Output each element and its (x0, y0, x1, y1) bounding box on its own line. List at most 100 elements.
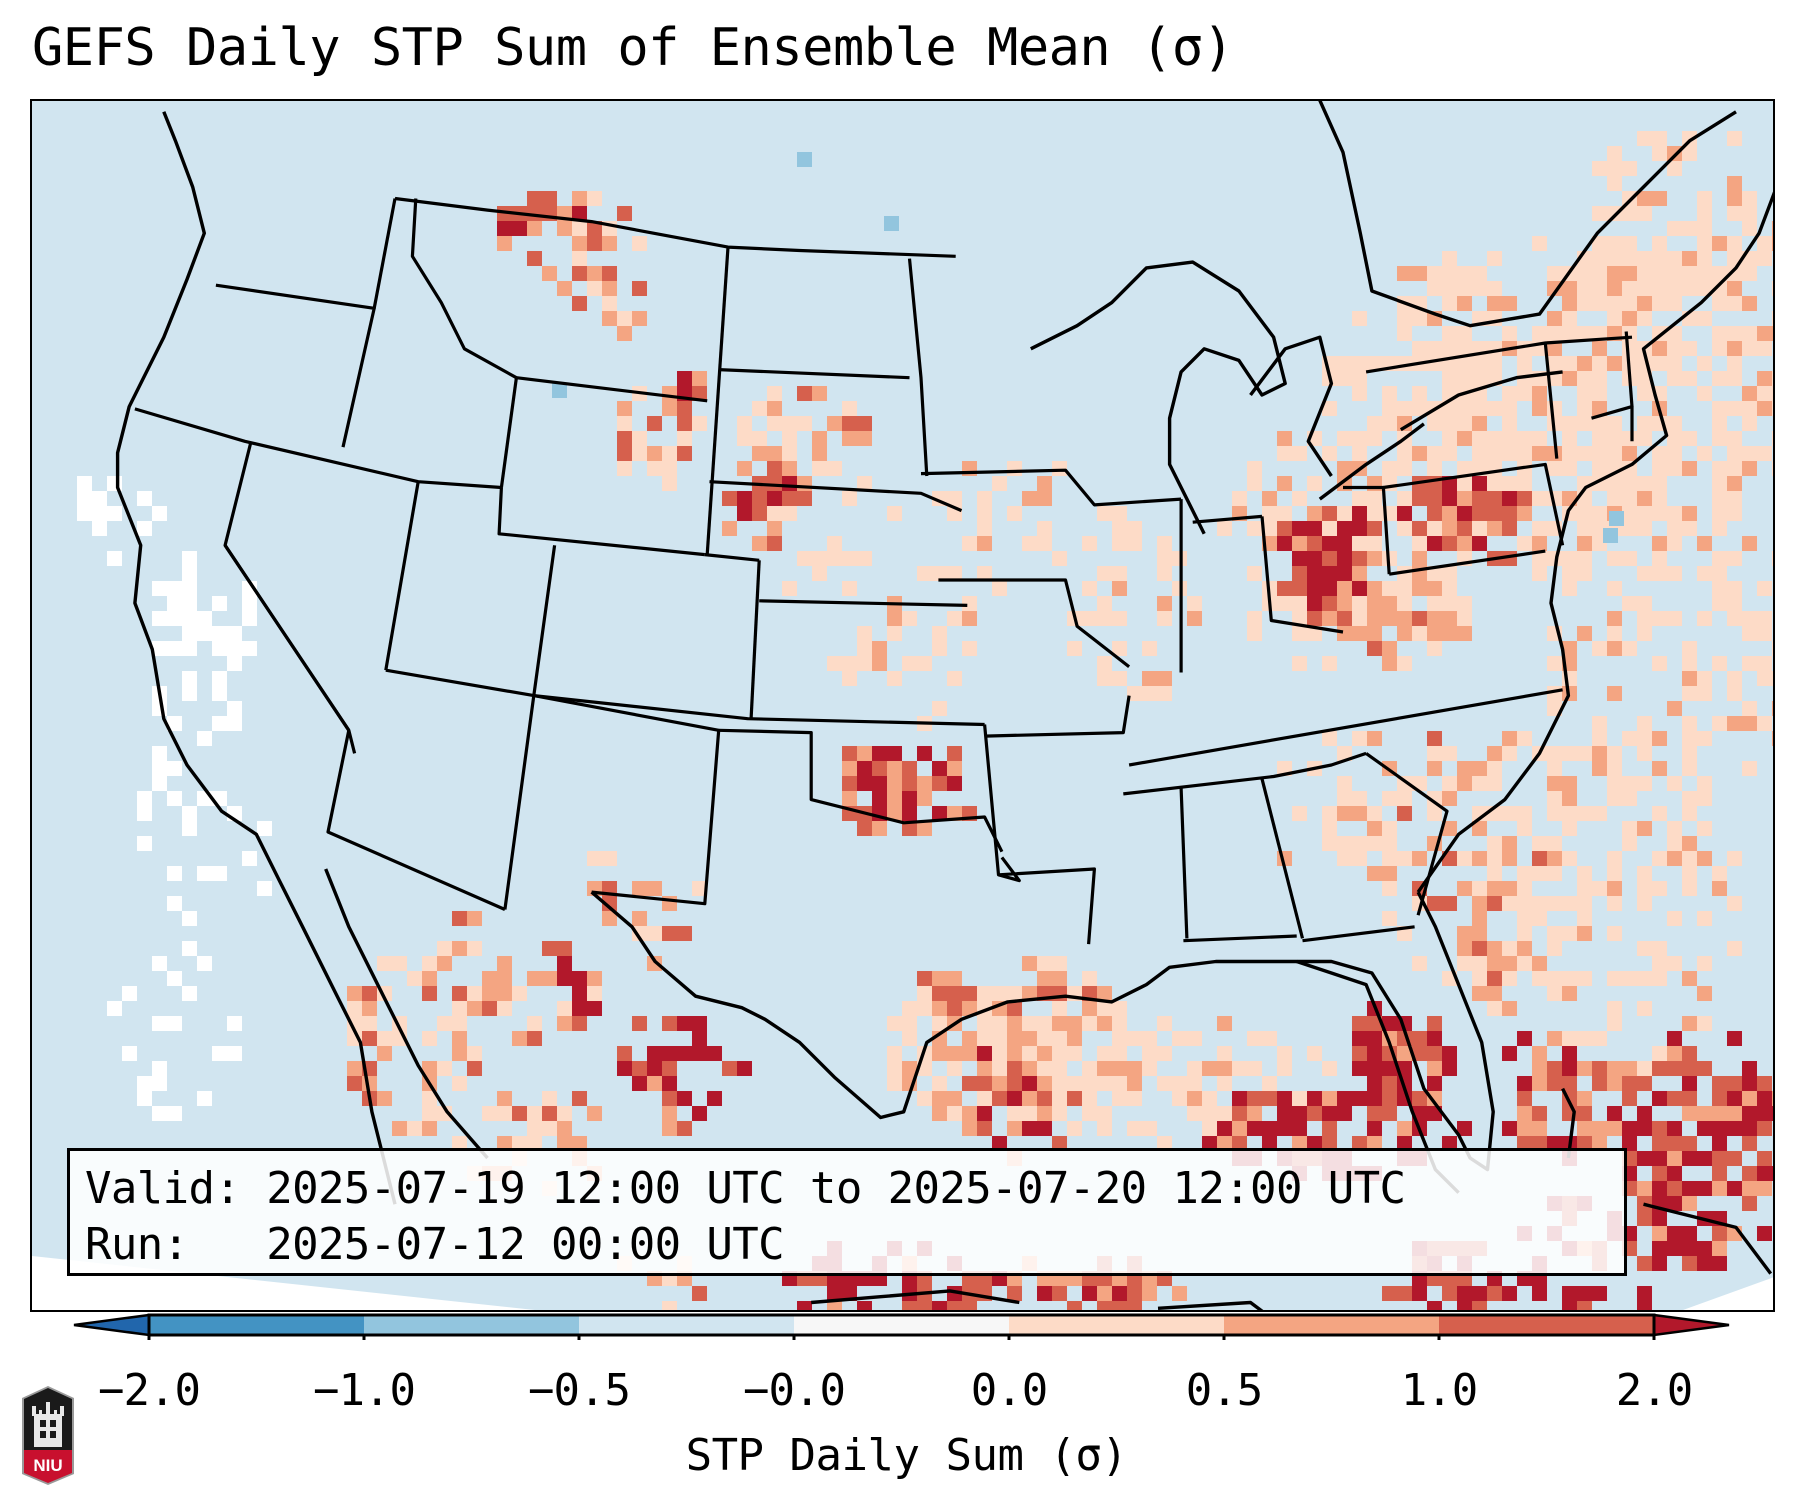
grid-cell (1322, 566, 1337, 581)
grid-cell (1397, 416, 1412, 431)
grid-cell (467, 986, 482, 1001)
grid-cell (1622, 1061, 1637, 1076)
coastline (324, 868, 489, 1160)
state-border-line (718, 368, 910, 380)
grid-cell (1037, 1286, 1052, 1301)
grid-cell (1712, 431, 1727, 446)
grid-cell (1682, 731, 1697, 746)
grid-cell (632, 881, 647, 896)
state-border-line (372, 198, 397, 309)
grid-cell (1697, 956, 1712, 971)
grid-cell (1622, 236, 1637, 251)
grid-cell (1667, 266, 1682, 281)
grid-cell (152, 506, 167, 521)
grid-cell (1352, 851, 1367, 866)
grid-cell (827, 656, 842, 671)
grid-cell (1442, 821, 1457, 836)
grid-cell (767, 536, 782, 551)
grid-cell (1592, 1286, 1607, 1301)
grid-cell (1682, 146, 1697, 161)
grid-cell (1382, 401, 1397, 416)
grid-cell (782, 461, 797, 476)
grid-cell (842, 431, 857, 446)
grid-cell (227, 1016, 242, 1031)
grid-cell (1502, 881, 1517, 896)
domain-edge-southeast (1683, 1277, 1773, 1310)
grid-cell (977, 1061, 992, 1076)
grid-cell (1547, 761, 1562, 776)
grid-cell (557, 956, 572, 971)
grid-cell (1547, 986, 1562, 1001)
grid-cell (1217, 1046, 1232, 1061)
grid-cell (722, 491, 737, 506)
grid-cell (587, 1001, 602, 1016)
grid-cell (1382, 641, 1397, 656)
grid-cell (1337, 1091, 1352, 1106)
grid-cell (1187, 1031, 1202, 1046)
grid-cell (512, 221, 527, 236)
grid-cell (1772, 1166, 1773, 1181)
grid-cell (1142, 1286, 1157, 1301)
grid-cell (1742, 191, 1757, 206)
grid-cell (1697, 446, 1712, 461)
grid-cell (1622, 206, 1637, 221)
grid-cell (1337, 431, 1352, 446)
grid-cell (587, 281, 602, 296)
grid-cell (1562, 566, 1577, 581)
colorbar-segment (1224, 1315, 1440, 1335)
grid-cell (497, 1091, 512, 1106)
grid-cell (1742, 416, 1757, 431)
grid-cell (1472, 401, 1487, 416)
grid-cell (1652, 341, 1667, 356)
grid-cell (1622, 776, 1637, 791)
grid-cell (827, 536, 842, 551)
grid-cell (1697, 911, 1712, 926)
grid-cell (902, 821, 917, 836)
grid-cell (1562, 896, 1577, 911)
grid-cell (1532, 326, 1547, 341)
grid-cell (1052, 1046, 1067, 1061)
grid-cell (1532, 386, 1547, 401)
grid-cell (917, 971, 932, 986)
grid-cell (902, 791, 917, 806)
grid-cell (1307, 626, 1322, 641)
grid-cell (1712, 281, 1727, 296)
grid-cell (1412, 611, 1427, 626)
grid-cell (1397, 401, 1412, 416)
grid-cell (782, 491, 797, 506)
grid-cell (887, 761, 902, 776)
grid-cell (1547, 746, 1562, 761)
grid-cell (902, 1001, 917, 1016)
grid-cell (452, 1076, 467, 1091)
grid-cell (1637, 386, 1652, 401)
grid-cell (1472, 281, 1487, 296)
grid-cell (1682, 866, 1697, 881)
grid-cell (1322, 521, 1337, 536)
grid-cell (1427, 611, 1442, 626)
grid-cell (1562, 851, 1577, 866)
grid-cell (1607, 296, 1622, 311)
grid-cell (1397, 626, 1412, 641)
grid-cell (1682, 1061, 1697, 1076)
grid-cell (1427, 1061, 1442, 1076)
grid-cell (1352, 386, 1367, 401)
grid-cell (887, 746, 902, 761)
grid-cell (1712, 1121, 1727, 1136)
grid-cell (227, 626, 242, 641)
coastline (115, 111, 397, 1205)
grid-cell (947, 611, 962, 626)
grid-cell (1667, 851, 1682, 866)
valid-time-legend: Valid: 2025-07-19 12:00 UTC to 2025-07-2… (67, 1148, 1627, 1276)
grid-cell (107, 506, 122, 521)
grid-cell (647, 926, 662, 941)
grid-cell (932, 971, 947, 986)
grid-cell (1397, 596, 1412, 611)
grid-cell (677, 926, 692, 941)
grid-cell (842, 746, 857, 761)
grid-cell (1457, 1121, 1472, 1136)
grid-cell (1022, 1091, 1037, 1106)
grid-cell (1067, 1046, 1082, 1061)
grid-cell (1757, 1181, 1772, 1196)
grid-cell (1547, 461, 1562, 476)
grid-cell (1682, 746, 1697, 761)
